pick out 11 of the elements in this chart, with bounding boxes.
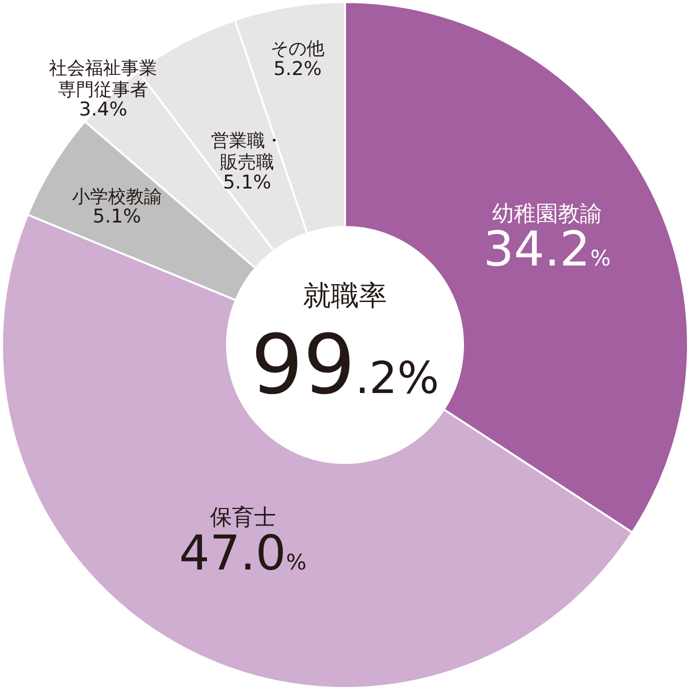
data-label: 3.4% [79, 98, 128, 121]
text: 就職率 [303, 279, 387, 312]
data-label: 5.1% [92, 206, 142, 228]
slice-label: 営業職・販売職 [211, 130, 284, 174]
data-label: 5.1% [222, 171, 272, 194]
slice-label: その他 [270, 38, 325, 60]
slice-label: 小学校教諭 [72, 186, 162, 208]
slice-label: 社会福祉事業専門従事者 [49, 58, 158, 101]
data-label: 5.2% [273, 58, 322, 80]
slice-label: 幼稚園教諭 [492, 202, 602, 227]
text: 99.2% [250, 318, 440, 413]
